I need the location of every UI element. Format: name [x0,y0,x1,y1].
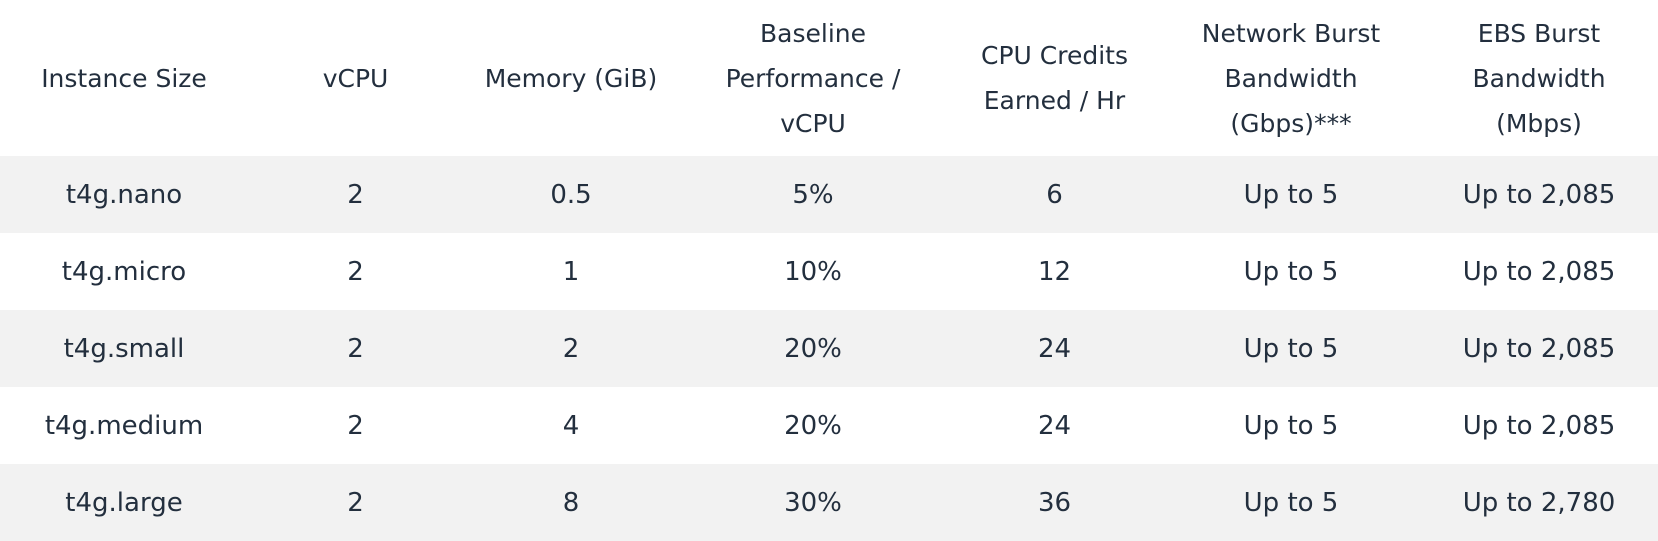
header-network-line-1: Network Burst [1201,18,1381,48]
table-row: t4g.nano 2 0.5 5% 6 Up to 5 Up to 2,085 [0,156,1658,233]
header-memory-line-1: Memory (GiB) [484,63,658,93]
header-ebs-line-3: (Mbps) [1496,108,1582,138]
header-row: Instance Size vCPU Memory (GiB) Baseline… [0,0,1658,156]
cell-baseline: 5% [679,156,947,233]
header-baseline-performance: Baseline Performance / vCPU [679,0,947,156]
table-row: t4g.micro 2 1 10% 12 Up to 5 Up to 2,085 [0,233,1658,310]
cell-network-burst: Up to 5 [1243,256,1339,287]
cell-baseline: 20% [784,410,842,441]
header-cpu-credits-line-1: CPU Credits [981,41,1128,70]
cell-baseline: 20% [679,310,947,387]
cell-ebs-burst: Up to 2,085 [1420,310,1658,387]
cell-vcpu: 2 [248,156,463,233]
header-baseline-line-3: vCPU [780,108,846,138]
cell-instance-size: t4g.large [0,464,248,541]
header-ebs-line-2: Bandwidth [1472,63,1606,93]
header-cpu-credits: CPU Credits Earned / Hr [947,0,1162,156]
cell-instance-size: t4g.small [0,310,248,387]
table-row: t4g.small 2 2 20% 24 Up to 5 Up to 2,085 [0,310,1658,387]
cell-cpu-credits: 24 [1037,410,1072,441]
table-header: Instance Size vCPU Memory (GiB) Baseline… [0,0,1658,156]
table-row: t4g.large 2 8 30% 36 Up to 5 Up to 2,780 [0,464,1658,541]
header-memory: Memory (GiB) [463,0,679,156]
cell-memory: 4 [562,410,580,441]
cell-instance-size: t4g.nano [0,156,248,233]
header-ebs-line-1: EBS Burst [1477,18,1601,48]
cell-vcpu: 2 [248,464,463,541]
cell-memory: 2 [463,310,679,387]
cell-ebs-burst: Up to 2,085 [1462,410,1616,441]
cell-network-burst: Up to 5 [1243,410,1339,441]
header-network-line-2: Bandwidth [1224,63,1358,93]
table-body: t4g.nano 2 0.5 5% 6 Up to 5 Up to 2,085 … [0,156,1658,541]
header-network-burst: Network Burst Bandwidth (Gbps)*** [1162,0,1420,156]
cell-ebs-burst: Up to 2,780 [1420,464,1658,541]
cell-baseline: 10% [784,256,842,287]
cell-vcpu: 2 [347,410,364,441]
cell-vcpu: 2 [248,310,463,387]
header-instance-size-line-1: Instance Size [41,63,207,93]
header-vcpu: vCPU [248,0,463,156]
cell-memory: 8 [463,464,679,541]
cell-ebs-burst: Up to 2,085 [1420,156,1658,233]
cell-cpu-credits: 12 [1037,256,1072,287]
cell-instance-size: t4g.micro [61,256,187,287]
cell-network-burst: Up to 5 [1162,156,1420,233]
cell-network-burst: Up to 5 [1162,310,1420,387]
cell-network-burst: Up to 5 [1162,464,1420,541]
cell-cpu-credits: 6 [947,156,1162,233]
cell-vcpu: 2 [347,256,364,287]
header-baseline-line-2: Performance / [725,63,901,93]
cell-ebs-burst: Up to 2,085 [1462,256,1616,287]
header-network-line-3: (Gbps)*** [1230,108,1352,138]
cell-memory: 0.5 [463,156,679,233]
header-ebs-burst: EBS Burst Bandwidth (Mbps) [1420,0,1658,156]
cell-memory: 1 [562,256,580,287]
header-baseline-line-1: Baseline [760,18,866,48]
header-vcpu-line-1: vCPU [322,63,389,93]
cell-baseline: 30% [679,464,947,541]
cell-instance-size: t4g.medium [44,410,204,441]
header-instance-size: Instance Size [0,0,248,156]
header-cpu-credits-line-2: Earned / Hr [983,86,1126,115]
cell-cpu-credits: 36 [947,464,1162,541]
table-row: t4g.medium 2 4 20% 24 Up to 5 Up to 2,08… [0,387,1658,464]
cell-cpu-credits: 24 [947,310,1162,387]
